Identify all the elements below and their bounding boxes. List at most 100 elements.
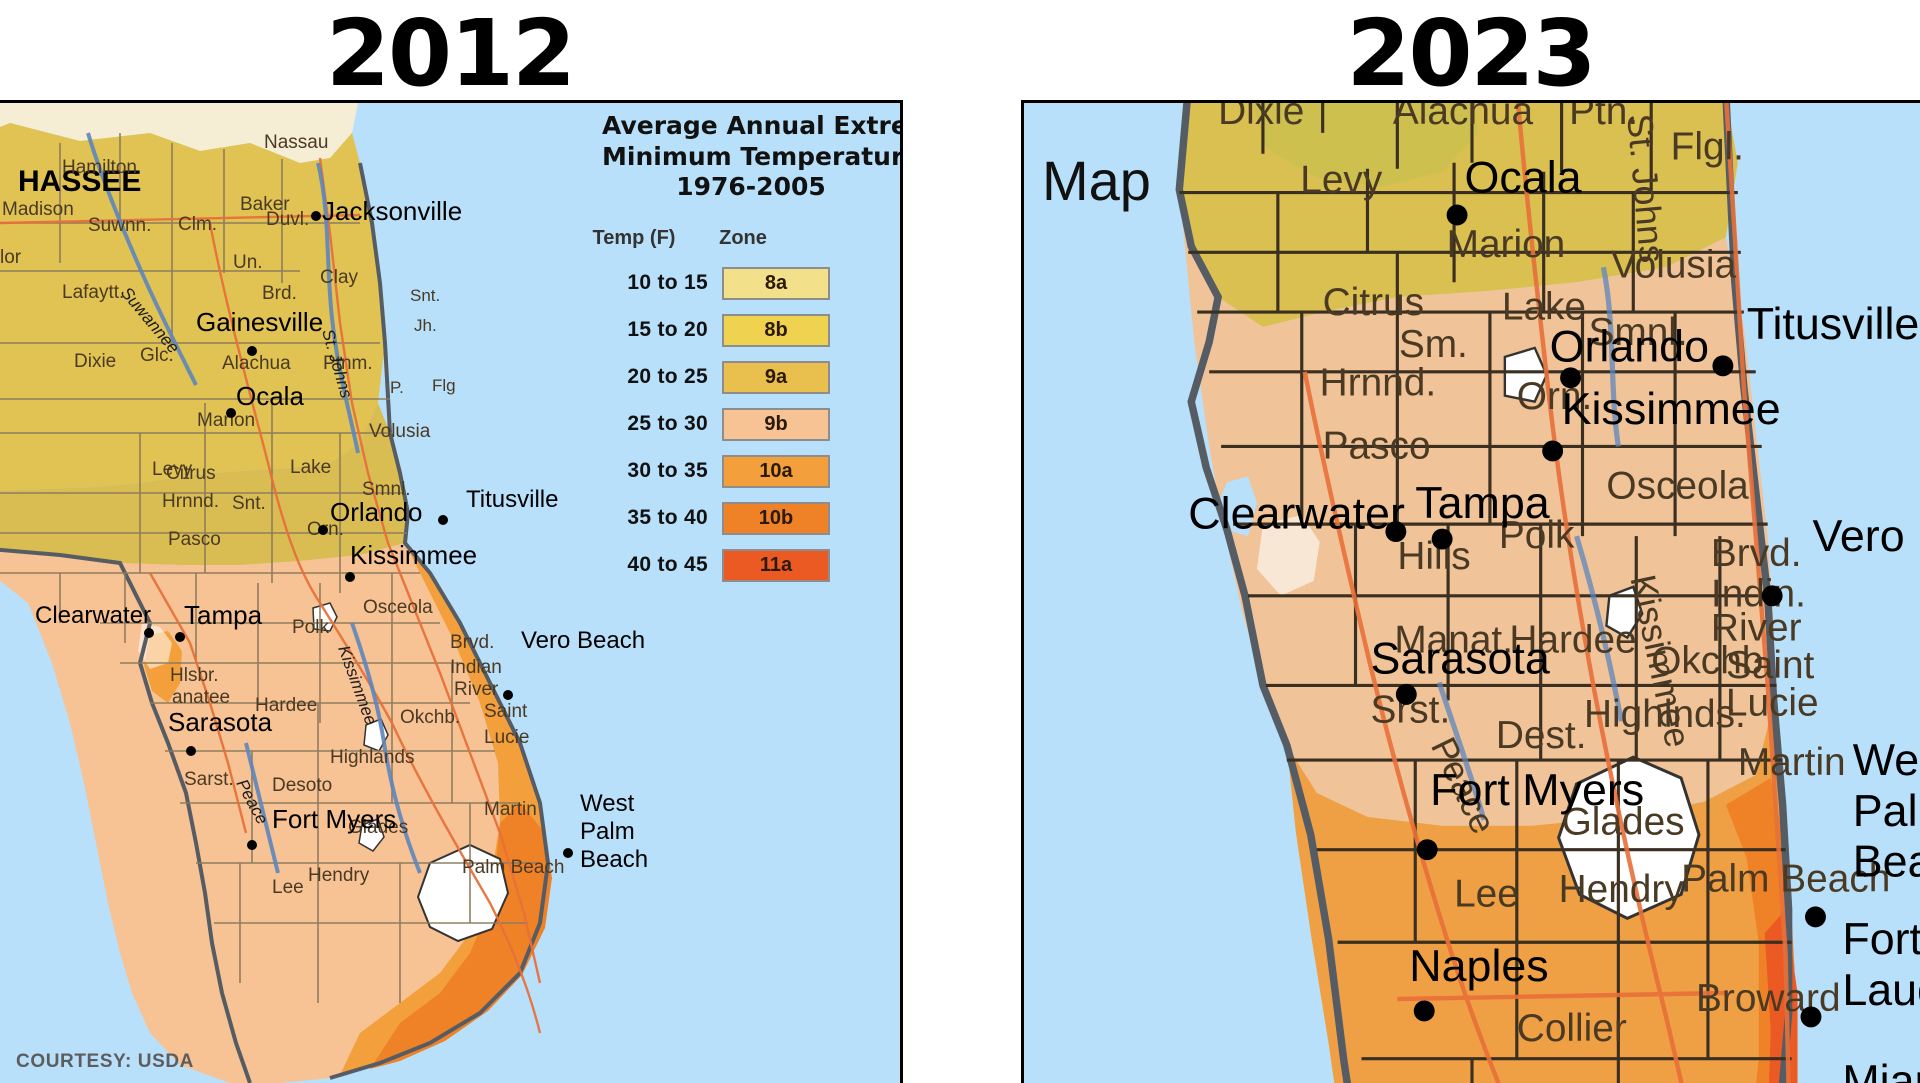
county-label: Pasco [168, 529, 221, 550]
legend-title: Average Annual Extreme Minimum Temperatu… [560, 111, 900, 203]
city-label: Lauderdale [1842, 965, 1920, 1015]
city-label: Sarasota [1370, 633, 1549, 683]
city-marker-dot [247, 840, 257, 850]
city-marker-dot [1712, 355, 1734, 377]
county-label: Brd. [262, 283, 297, 304]
legend-zone-swatch: 10a [722, 454, 830, 488]
county-label: Lake [290, 457, 331, 478]
city-label: Naples [1409, 941, 1548, 991]
county-label: Duvl. [266, 209, 309, 230]
county-label: Nassau [264, 132, 328, 153]
city-marker-dot [1446, 204, 1468, 226]
county-label: Flgl. [1671, 126, 1744, 169]
city-marker-dot [438, 515, 448, 525]
city-label: Palm [1853, 786, 1920, 836]
legend-header-temp: Temp (F) [592, 226, 676, 249]
county-label: Lee [272, 877, 304, 898]
city-label: Fort Myers [1430, 765, 1644, 815]
legend-zone-swatch: 8b [722, 313, 830, 347]
legend-title-line1: Average Annual Extreme [602, 111, 900, 140]
county-label: anatee [172, 687, 230, 708]
county-label: Madison [2, 199, 74, 220]
city-marker-dot [1395, 683, 1417, 705]
city-marker-dot [1413, 1000, 1435, 1022]
city-marker-dot [1560, 367, 1582, 389]
county-label: Citrus [166, 463, 216, 484]
county-label: P. [390, 378, 404, 397]
map-legend-2012: Average Annual Extreme Minimum Temperatu… [560, 111, 900, 589]
county-label: Marion [197, 410, 255, 431]
county-label: Clm. [178, 214, 217, 235]
legend-header-zone: Zone [719, 226, 767, 249]
city-marker-dot [318, 525, 328, 535]
county-label: Lake [1502, 286, 1586, 329]
county-label: Flg [432, 376, 456, 395]
year-label-2012: 2012 [325, 0, 576, 107]
county-label: lor [0, 247, 22, 268]
county-label: Glades [1562, 801, 1685, 844]
county-label: Hlsbr. [170, 665, 219, 686]
county-label: Sarst. [184, 769, 234, 790]
county-label: Highlnds. [1584, 693, 1746, 736]
city-marker-dot [175, 632, 185, 642]
legend-row: 35 to 40 10b [560, 495, 900, 542]
county-label: Lucie [1726, 681, 1819, 724]
county-label: Sm. [1399, 323, 1468, 366]
legend-temp-range: 40 to 45 [627, 553, 708, 576]
county-label: Palm Beach [1681, 857, 1890, 900]
county-label: Marion [1447, 223, 1566, 266]
county-label: Snt. [232, 493, 266, 514]
county-label: Lucie [484, 727, 529, 748]
county-label: Snt. [410, 286, 440, 305]
legend-temp-range: 35 to 40 [627, 506, 708, 529]
county-label: Dest. [1496, 714, 1587, 757]
legend-zone-swatch: 8a [722, 266, 830, 300]
city-label: Beach [1853, 837, 1920, 887]
county-label: HASSEE [18, 165, 141, 198]
county-label: Palm Beach [462, 857, 564, 878]
legend-zone-swatch: 10b [722, 501, 830, 535]
city-label: Titusville [1747, 299, 1920, 349]
legend-temp-range: 15 to 20 [627, 318, 708, 341]
county-label: Collier [1517, 1007, 1627, 1050]
legend-row: 20 to 25 9a [560, 354, 900, 401]
county-label: Levy [1300, 159, 1383, 202]
city-label: Clearwater [35, 602, 151, 629]
legend-zone-swatch: 9a [722, 360, 830, 394]
city-label: Beach [580, 846, 648, 873]
city-label: Tampa [1415, 478, 1550, 528]
city-label: Vero Beach [1812, 511, 1920, 561]
city-label: Gainesville [196, 307, 323, 337]
county-label: Martin [1738, 741, 1846, 784]
legend-row: 10 to 15 8a [560, 260, 900, 307]
county-label: Highlands [330, 747, 415, 768]
city-label: Clearwater [1188, 489, 1405, 539]
county-label: Manat. [1394, 619, 1513, 662]
city-label: Miami [1842, 1056, 1920, 1083]
county-label: Martin [484, 799, 537, 820]
city-marker-dot [563, 848, 573, 858]
county-label: Okchb. [400, 707, 460, 728]
county-label: Saint [484, 701, 528, 722]
county-label: Polk [292, 617, 329, 638]
county-label: Osceola [363, 597, 433, 618]
county-label: Volusia [369, 421, 431, 442]
city-label: Titusville [466, 486, 558, 513]
county-label: Clay [320, 267, 359, 288]
city-marker-dot [345, 572, 355, 582]
county-label: Ptnm. [323, 353, 373, 374]
county-label: Alachua [222, 353, 291, 374]
county-label: Dixie [74, 351, 116, 372]
legend-temp-range: 25 to 30 [627, 412, 708, 435]
city-marker-dot [1416, 839, 1438, 861]
county-label: Hamilton [62, 157, 137, 178]
legend-temp-range: 10 to 15 [627, 271, 708, 294]
legend-header-row: Temp (F) Zone [560, 227, 900, 250]
city-marker-dot [1805, 906, 1826, 928]
county-label: Saint [1726, 644, 1815, 687]
legend-temp-range: 30 to 35 [627, 459, 708, 482]
city-marker-dot [247, 346, 257, 356]
county-label: Baker [240, 194, 290, 215]
county-label: Brvd. [1711, 532, 1802, 575]
